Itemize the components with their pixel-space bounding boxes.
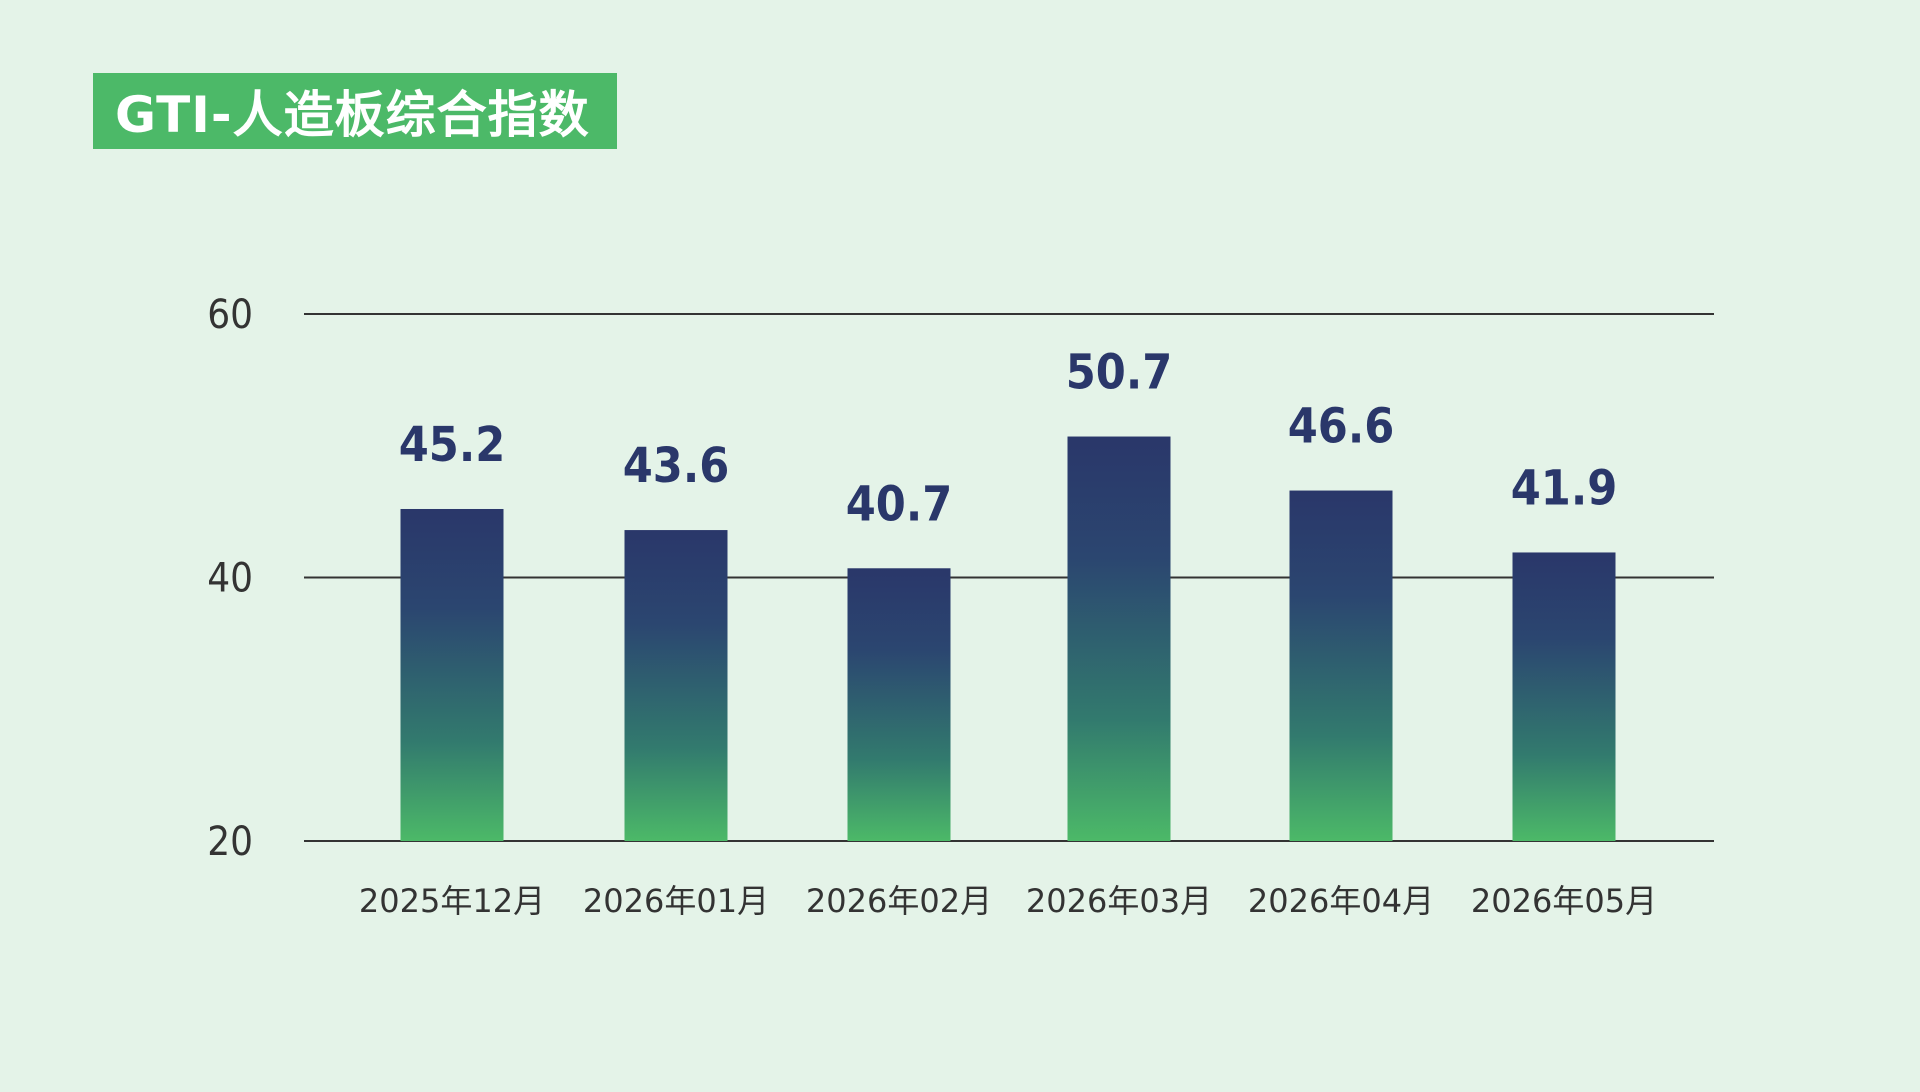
x-tick-label: 2026年03月 xyxy=(1026,882,1212,920)
value-label: 50.7 xyxy=(1066,345,1173,401)
value-label: 40.7 xyxy=(846,476,953,532)
x-tick-label: 2026年01月 xyxy=(583,882,769,920)
x-tick-label: 2025年12月 xyxy=(359,882,545,920)
value-label: 46.6 xyxy=(1288,399,1395,455)
gridlines xyxy=(304,313,1714,842)
x-tick-label: 2026年05月 xyxy=(1471,882,1657,920)
bar-1 xyxy=(624,530,728,841)
y-axis-ticks: 20 40 60 xyxy=(207,292,253,865)
value-label: 45.2 xyxy=(399,417,506,473)
chart-title: GTI-人造板综合指数 xyxy=(115,86,590,144)
value-labels: 45.2 43.6 40.7 50.7 46.6 41.9 xyxy=(399,345,1618,533)
x-axis-ticks: 2025年12月 2026年01月 2026年02月 2026年03月 2026年04月… xyxy=(359,882,1657,920)
y-tick-label: 20 xyxy=(207,819,253,865)
y-tick-label: 60 xyxy=(207,292,253,338)
bar-4 xyxy=(1289,490,1393,841)
bars xyxy=(400,436,1616,841)
y-tick-label: 40 xyxy=(207,556,253,602)
value-label: 41.9 xyxy=(1511,460,1618,516)
bar-2 xyxy=(847,568,951,841)
bar-3 xyxy=(1067,436,1171,841)
x-tick-label: 2026年04月 xyxy=(1248,882,1434,920)
title-banner: GTI-人造板综合指数 xyxy=(93,73,617,149)
bar-0 xyxy=(400,508,504,841)
bar-5 xyxy=(1512,552,1616,841)
x-tick-label: 2026年02月 xyxy=(806,882,992,920)
value-label: 43.6 xyxy=(623,438,730,494)
